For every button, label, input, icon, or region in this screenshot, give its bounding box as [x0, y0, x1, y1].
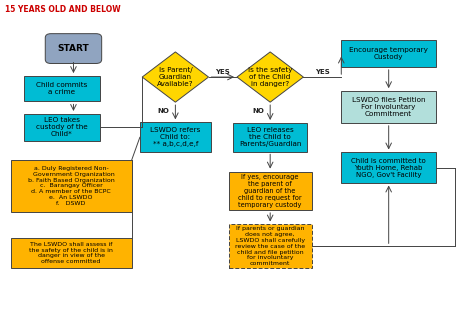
Polygon shape — [237, 52, 303, 102]
Text: START: START — [58, 44, 89, 53]
Text: If yes, encourage
the parent of
guardian of the
child to request for
temporary c: If yes, encourage the parent of guardian… — [238, 174, 302, 208]
Text: LEO releases
the Child to
Parents/Guardian: LEO releases the Child to Parents/Guardi… — [239, 127, 301, 147]
FancyBboxPatch shape — [24, 76, 100, 102]
FancyBboxPatch shape — [228, 172, 311, 210]
Text: a. Duly Registered Non-
   Government Organization
b. Faith Based Organization
c: a. Duly Registered Non- Government Organ… — [27, 166, 115, 206]
Text: Is Parent/
Guardian
Available?: Is Parent/ Guardian Available? — [157, 67, 194, 87]
FancyBboxPatch shape — [341, 152, 436, 183]
Text: LEO takes
custody of the
Child*: LEO takes custody of the Child* — [36, 117, 88, 137]
Text: If parents or guardian
does not agree,
LSWDO shall carefully
review the case of : If parents or guardian does not agree, L… — [235, 226, 305, 266]
Text: LSWDO files Petition
For Involuntary
Commitment: LSWDO files Petition For Involuntary Com… — [352, 97, 426, 117]
FancyBboxPatch shape — [233, 123, 307, 152]
FancyBboxPatch shape — [140, 122, 211, 152]
Text: Child is committed to
Youth Home, Rehab
NGO, Gov't Facility: Child is committed to Youth Home, Rehab … — [351, 157, 426, 178]
Polygon shape — [142, 52, 209, 102]
Text: NO: NO — [157, 108, 170, 114]
FancyBboxPatch shape — [46, 34, 101, 64]
FancyBboxPatch shape — [11, 238, 131, 268]
FancyBboxPatch shape — [11, 160, 131, 212]
FancyBboxPatch shape — [228, 224, 311, 268]
FancyBboxPatch shape — [341, 91, 436, 123]
Text: Encourage temporary
Custody: Encourage temporary Custody — [349, 47, 428, 60]
Text: The LSWDO shall assess if
the safety of the child is in
danger in view of the
of: The LSWDO shall assess if the safety of … — [29, 242, 113, 264]
Text: NO: NO — [252, 108, 264, 114]
Text: YES: YES — [215, 69, 230, 75]
Text: Child commits
a crime: Child commits a crime — [36, 82, 87, 95]
FancyBboxPatch shape — [341, 40, 436, 67]
Text: LSWDO refers
Child to:
** a,b,c,d,e,f: LSWDO refers Child to: ** a,b,c,d,e,f — [150, 127, 201, 147]
Text: YES: YES — [315, 69, 330, 75]
Text: Is the safety
of the Child
in danger?: Is the safety of the Child in danger? — [248, 67, 292, 87]
FancyBboxPatch shape — [24, 114, 100, 141]
Text: 15 YEARS OLD AND BELOW: 15 YEARS OLD AND BELOW — [5, 5, 120, 14]
